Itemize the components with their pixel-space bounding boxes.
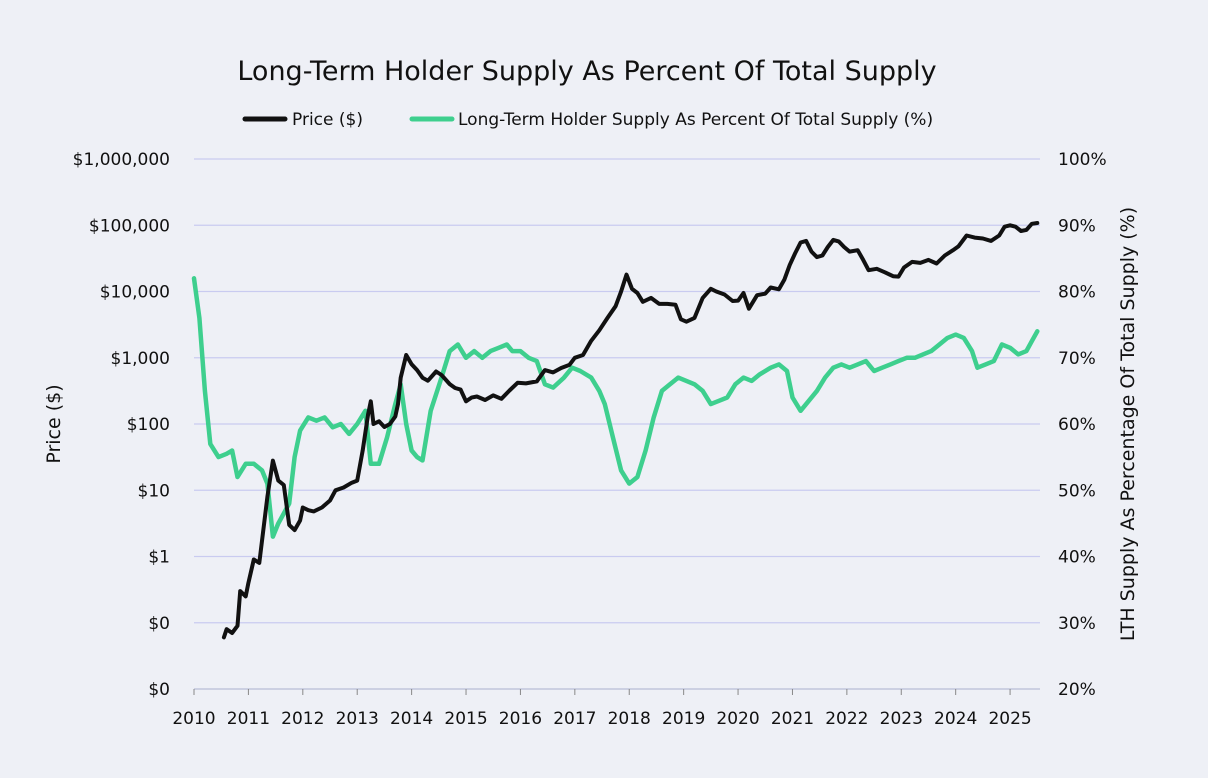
y2-tick-label: 50% bbox=[1058, 481, 1096, 501]
x-axis: 2010 2011 2012 2013 2014 2015 2016 2017 2018 2019… bbox=[172, 689, 1032, 729]
x-tick-label: 2024 bbox=[934, 709, 977, 729]
y-tick-label: $1 bbox=[148, 548, 170, 568]
x-tick-label: 2023 bbox=[880, 709, 923, 729]
series-line-lth-supply bbox=[191, 276, 1040, 539]
y-tick-label: $0 bbox=[148, 680, 170, 700]
y-tick-label: $100 bbox=[127, 415, 170, 435]
y2-tick-label: 100% bbox=[1058, 150, 1107, 170]
y2-axis-title: LTH Supply As Percentage Of Total Supply… bbox=[1117, 207, 1139, 641]
y2-tick-label: 90% bbox=[1058, 216, 1096, 236]
x-tick-label: 2025 bbox=[988, 709, 1031, 729]
series-layer bbox=[191, 221, 1040, 640]
y-axis-right: 100% 90% 80% 70% 60% 50% 40% 30% 20% bbox=[1058, 150, 1107, 700]
legend: Price ($) Long-Term Holder Supply As Per… bbox=[242, 110, 933, 130]
x-tick-label: 2016 bbox=[499, 709, 542, 729]
grid-layer bbox=[194, 158, 1040, 690]
x-tick-label: 2015 bbox=[444, 709, 487, 729]
x-tick-label: 2013 bbox=[336, 709, 379, 729]
y-axis-left: $1,000,000 $100,000 $10,000 $1,000 $100 $10 $1… bbox=[73, 150, 170, 700]
y-tick-label: $10 bbox=[138, 481, 170, 501]
x-tick-label: 2014 bbox=[390, 709, 433, 729]
chart-title: Long-Term Holder Supply As Percent Of To… bbox=[237, 56, 936, 87]
x-tick-label: 2012 bbox=[281, 709, 324, 729]
y-tick-label: $1,000 bbox=[111, 349, 170, 369]
x-tick-label: 2021 bbox=[771, 709, 814, 729]
legend-label-lth: Long-Term Holder Supply As Percent Of To… bbox=[458, 110, 933, 130]
x-tick-label: 2017 bbox=[553, 709, 596, 729]
x-tick-label: 2022 bbox=[825, 709, 868, 729]
y-tick-label: $100,000 bbox=[89, 216, 170, 236]
legend-label-price: Price ($) bbox=[292, 110, 363, 130]
y-tick-label: $1,000,000 bbox=[73, 150, 170, 170]
x-tick-label: 2010 bbox=[172, 709, 215, 729]
y-tick-label: $0 bbox=[148, 614, 170, 634]
x-tick-label: 2011 bbox=[227, 709, 270, 729]
y2-tick-label: 60% bbox=[1058, 415, 1096, 435]
y2-tick-label: 20% bbox=[1058, 680, 1096, 700]
y2-tick-label: 30% bbox=[1058, 614, 1096, 634]
y2-tick-label: 70% bbox=[1058, 349, 1096, 369]
x-tick-label: 2019 bbox=[662, 709, 705, 729]
y2-tick-label: 40% bbox=[1058, 548, 1096, 568]
y2-tick-label: 80% bbox=[1058, 283, 1096, 303]
x-tick-label: 2020 bbox=[716, 709, 759, 729]
series-line-price bbox=[221, 221, 1040, 640]
y-tick-label: $10,000 bbox=[100, 283, 170, 303]
y-axis-title: Price ($) bbox=[43, 384, 65, 463]
x-tick-label: 2018 bbox=[608, 709, 651, 729]
